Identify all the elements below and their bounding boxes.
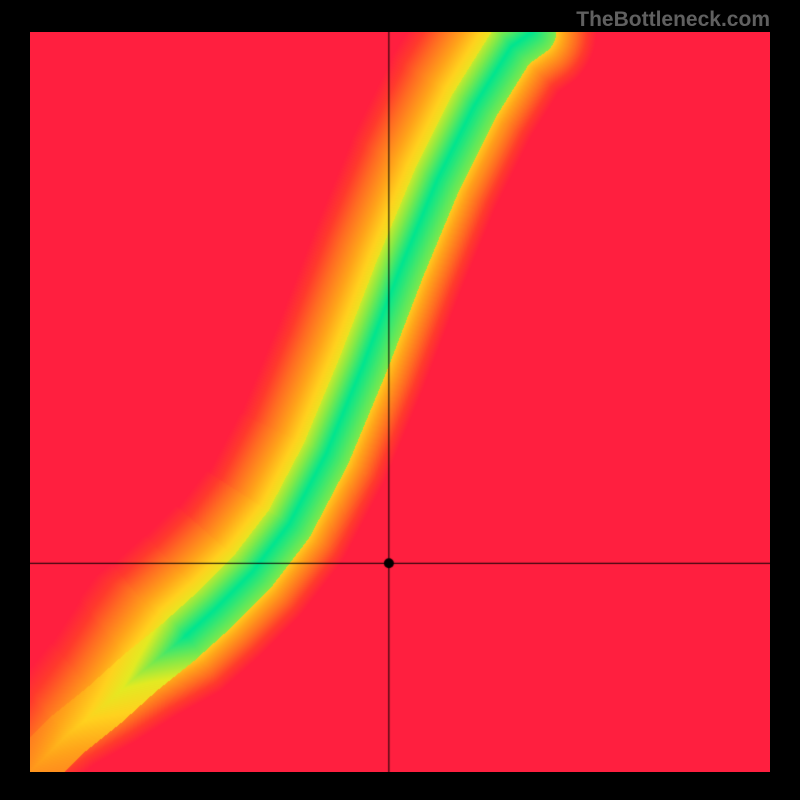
- heatmap-canvas: [30, 32, 770, 772]
- heatmap-plot: [30, 32, 770, 772]
- watermark-text: TheBottleneck.com: [576, 8, 770, 32]
